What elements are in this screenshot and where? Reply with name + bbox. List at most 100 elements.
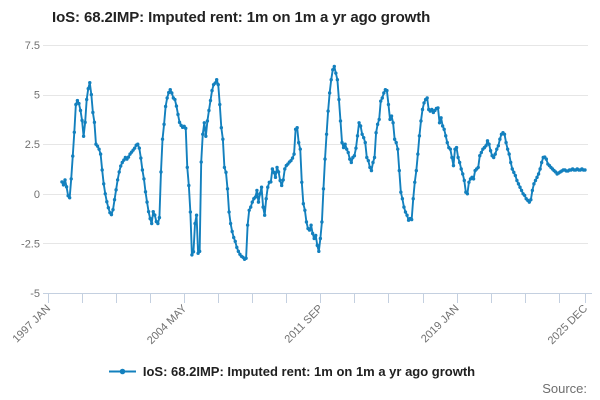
series-marker: [321, 187, 326, 191]
series-marker: [357, 121, 361, 125]
series-marker: [74, 102, 78, 107]
series-marker: [300, 180, 304, 184]
series-marker: [247, 208, 251, 212]
series-marker: [81, 134, 86, 138]
series-marker: [225, 187, 230, 191]
series-marker: [365, 155, 369, 160]
series-marker: [89, 92, 94, 97]
series-marker: [201, 132, 205, 136]
series-marker: [253, 195, 258, 199]
series-marker: [301, 202, 306, 206]
series-marker: [307, 228, 312, 232]
series-marker: [98, 152, 103, 156]
series-marker: [535, 175, 539, 180]
series-marker: [456, 155, 460, 160]
series-marker: [394, 140, 398, 145]
series-marker: [188, 210, 193, 214]
series-marker: [187, 183, 191, 188]
x-axis-labels: 1997 JAN 2004 MAY 2011 SEP 2019 JAN 2025 DEC: [10, 302, 590, 347]
series-marker: [485, 139, 490, 143]
series-marker: [173, 97, 177, 102]
series-marker: [202, 121, 206, 125]
series-marker: [213, 81, 217, 85]
series-marker: [119, 164, 123, 168]
series-marker: [491, 155, 496, 160]
series-marker: [105, 200, 109, 204]
series-marker: [224, 170, 228, 175]
series-marker: [465, 192, 470, 196]
series-marker: [100, 168, 104, 172]
series-marker: [145, 200, 149, 204]
series-marker: [258, 192, 262, 196]
legend-item[interactable]: IoS: 68.2IMP: Imputed rent: 1m on 1m a y…: [108, 364, 475, 379]
series-marker: [380, 96, 384, 100]
series-marker: [529, 198, 533, 202]
series-marker: [397, 168, 401, 173]
series-marker: [349, 160, 354, 165]
series-marker: [414, 168, 419, 173]
series-marker: [137, 146, 142, 150]
series-marker: [519, 188, 524, 193]
series-marker: [510, 167, 514, 171]
series-marker: [505, 147, 510, 151]
series-marker: [233, 239, 237, 244]
series-marker: [91, 110, 95, 115]
series-marker: [303, 208, 307, 212]
series-marker: [437, 121, 442, 125]
series-marker: [329, 78, 333, 82]
series-marker: [403, 210, 408, 214]
series-marker: [194, 213, 199, 217]
series-marker: [207, 108, 211, 113]
series-marker: [151, 209, 155, 214]
series-marker: [276, 170, 281, 174]
series-marker: [290, 156, 295, 160]
series-marker: [255, 188, 259, 193]
series-marker: [346, 150, 350, 155]
legend-line-marker-icon: [108, 367, 136, 376]
series-marker: [236, 249, 241, 254]
series-marker: [279, 183, 284, 188]
series-marker: [530, 188, 535, 193]
y-axis-label: 7.5: [25, 40, 40, 52]
series-marker: [462, 178, 466, 183]
series-marker: [60, 180, 64, 184]
series-marker: [515, 178, 519, 183]
series-marker: [165, 96, 169, 100]
series-marker: [309, 223, 313, 227]
chart-title: IoS: 68.2IMP: Imputed rent: 1m on 1m a y…: [52, 9, 431, 26]
series-marker: [227, 210, 231, 214]
series-marker: [140, 168, 145, 172]
series-marker: [375, 122, 380, 127]
series-marker: [436, 106, 440, 110]
series-marker: [448, 147, 453, 151]
series-marker: [315, 243, 319, 248]
series-marker: [126, 155, 131, 159]
series-marker: [146, 209, 151, 214]
series-marker: [245, 223, 250, 227]
series-marker: [493, 152, 497, 156]
series-marker: [86, 86, 90, 91]
series-marker: [310, 231, 315, 236]
series-marker: [442, 127, 446, 132]
series-marker: [256, 200, 261, 204]
series-marker: [193, 221, 197, 226]
series-marker: [218, 102, 222, 107]
series-marker: [67, 196, 72, 200]
series-marker: [266, 185, 270, 189]
series-marker: [538, 167, 542, 171]
series-marker: [391, 121, 395, 125]
series-marker: [168, 87, 172, 92]
series-marker: [326, 109, 330, 113]
series-marker: [371, 160, 375, 165]
series-marker: [176, 112, 180, 117]
series-marker: [304, 220, 309, 224]
series-marker: [114, 188, 118, 192]
series-marker: [230, 229, 234, 234]
series-marker: [92, 120, 97, 125]
series-marker: [197, 249, 202, 254]
series-marker: [532, 182, 536, 186]
series-marker: [516, 182, 521, 186]
series-marker: [331, 68, 335, 72]
series-marker: [84, 97, 89, 102]
series-marker: [417, 134, 422, 138]
